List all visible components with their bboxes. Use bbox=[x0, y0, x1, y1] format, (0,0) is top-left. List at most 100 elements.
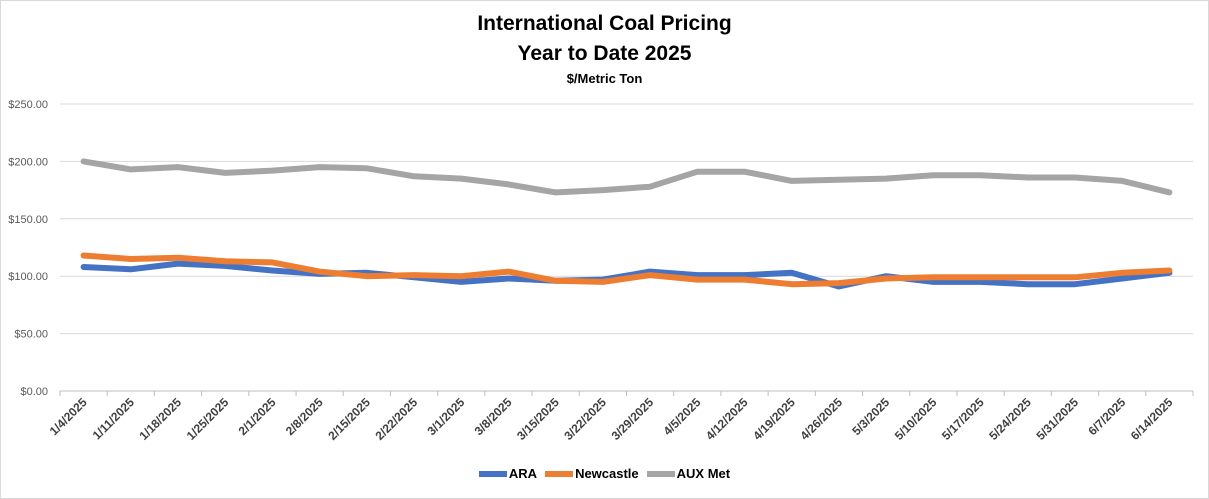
data-point bbox=[932, 281, 934, 283]
x-tick-label: 1/4/2025 bbox=[47, 395, 90, 438]
data-point bbox=[130, 268, 132, 270]
legend-item: Newcastle bbox=[545, 466, 639, 481]
y-tick-label: $100.00 bbox=[8, 271, 48, 283]
data-point bbox=[1121, 272, 1123, 274]
x-tick-label: 5/10/2025 bbox=[892, 395, 940, 443]
legend-swatch bbox=[545, 470, 574, 477]
data-point bbox=[696, 279, 698, 281]
data-point bbox=[271, 170, 273, 172]
x-tick-label: 3/29/2025 bbox=[609, 395, 657, 443]
data-point bbox=[744, 274, 746, 276]
x-tick-label: 2/1/2025 bbox=[236, 395, 279, 438]
data-point bbox=[1168, 269, 1170, 271]
x-tick-label: 2/15/2025 bbox=[325, 395, 373, 443]
data-point bbox=[602, 189, 604, 191]
data-point bbox=[366, 275, 368, 277]
x-tick-label: 1/25/2025 bbox=[184, 395, 232, 443]
y-tick-label: $150.00 bbox=[8, 214, 48, 226]
data-point bbox=[507, 277, 509, 279]
chart-title: International Coal Pricing bbox=[477, 12, 732, 35]
legend-item: AUX Met bbox=[646, 466, 731, 481]
data-point bbox=[602, 281, 604, 283]
data-point bbox=[838, 179, 840, 181]
data-point bbox=[224, 172, 226, 174]
data-point bbox=[460, 281, 462, 283]
series-line-newcastle bbox=[80, 252, 1173, 288]
data-point bbox=[838, 286, 840, 288]
data-point bbox=[649, 274, 651, 276]
data-point bbox=[696, 171, 698, 173]
data-point bbox=[319, 271, 321, 273]
data-point bbox=[885, 178, 887, 180]
data-point bbox=[1027, 176, 1029, 178]
chart-unit-label: $/Metric Ton bbox=[566, 71, 643, 86]
x-tick-label: 4/19/2025 bbox=[750, 395, 798, 443]
y-tick-label: $200.00 bbox=[8, 156, 48, 168]
legend-label: Newcastle bbox=[575, 466, 639, 481]
data-point bbox=[224, 265, 226, 267]
data-point bbox=[649, 271, 651, 273]
data-point bbox=[980, 281, 982, 283]
data-point bbox=[791, 272, 793, 274]
data-point bbox=[177, 257, 179, 259]
x-tick-label: 3/1/2025 bbox=[424, 395, 467, 438]
data-point bbox=[366, 167, 368, 169]
legend-swatch bbox=[646, 470, 675, 477]
data-point bbox=[744, 171, 746, 173]
data-point bbox=[177, 263, 179, 265]
data-point bbox=[1027, 276, 1029, 278]
chart-subtitle: Year to Date 2025 bbox=[517, 42, 692, 65]
data-point bbox=[885, 277, 887, 279]
data-point bbox=[83, 255, 85, 257]
data-point bbox=[980, 276, 982, 278]
data-point bbox=[460, 275, 462, 277]
data-point bbox=[1027, 283, 1029, 285]
data-point bbox=[224, 260, 226, 262]
chart-legend: ARA Newcastle AUX Met bbox=[0, 466, 1209, 481]
data-point bbox=[413, 274, 415, 276]
data-point bbox=[177, 166, 179, 168]
x-tick-label: 3/15/2025 bbox=[514, 395, 562, 443]
legend-label: ARA bbox=[508, 466, 538, 481]
data-point bbox=[83, 266, 85, 268]
y-tick-label: $50.00 bbox=[14, 329, 48, 341]
x-tick-label: 2/8/2025 bbox=[283, 395, 326, 438]
data-point bbox=[1074, 276, 1076, 278]
data-point bbox=[555, 191, 557, 193]
data-point bbox=[507, 183, 509, 185]
data-point bbox=[130, 258, 132, 260]
legend-label: AUX Met bbox=[676, 466, 731, 481]
data-point bbox=[1168, 191, 1170, 193]
data-point bbox=[83, 160, 85, 162]
data-point bbox=[507, 271, 509, 273]
data-point bbox=[1074, 176, 1076, 178]
data-point bbox=[271, 269, 273, 271]
data-point bbox=[838, 282, 840, 284]
x-tick-label: 4/5/2025 bbox=[660, 395, 703, 438]
x-tick-label: 1/11/2025 bbox=[90, 395, 137, 442]
data-point bbox=[1121, 180, 1123, 182]
x-tick-label: 1/18/2025 bbox=[136, 395, 184, 443]
data-point bbox=[319, 166, 321, 168]
data-point bbox=[696, 274, 698, 276]
legend-item: ARA bbox=[478, 466, 538, 481]
x-tick-label: 3/22/2025 bbox=[561, 395, 609, 443]
data-point bbox=[366, 272, 368, 274]
x-tick-label: 4/12/2025 bbox=[703, 395, 751, 443]
x-tick-label: 5/24/2025 bbox=[986, 395, 1034, 443]
x-tick-label: 5/17/2025 bbox=[939, 395, 987, 443]
data-point bbox=[1074, 283, 1076, 285]
y-tick-label: $0.00 bbox=[20, 386, 48, 398]
data-point bbox=[744, 279, 746, 281]
data-point bbox=[980, 174, 982, 176]
x-tick-label: 6/14/2025 bbox=[1128, 395, 1176, 443]
legend-swatch bbox=[478, 470, 507, 477]
x-tick-label: 6/7/2025 bbox=[1085, 395, 1128, 438]
data-point bbox=[271, 261, 273, 263]
x-tick-label: 3/8/2025 bbox=[472, 395, 515, 438]
x-tick-label: 5/3/2025 bbox=[849, 395, 892, 438]
y-tick-label: $250.00 bbox=[8, 99, 48, 111]
data-point bbox=[413, 175, 415, 177]
